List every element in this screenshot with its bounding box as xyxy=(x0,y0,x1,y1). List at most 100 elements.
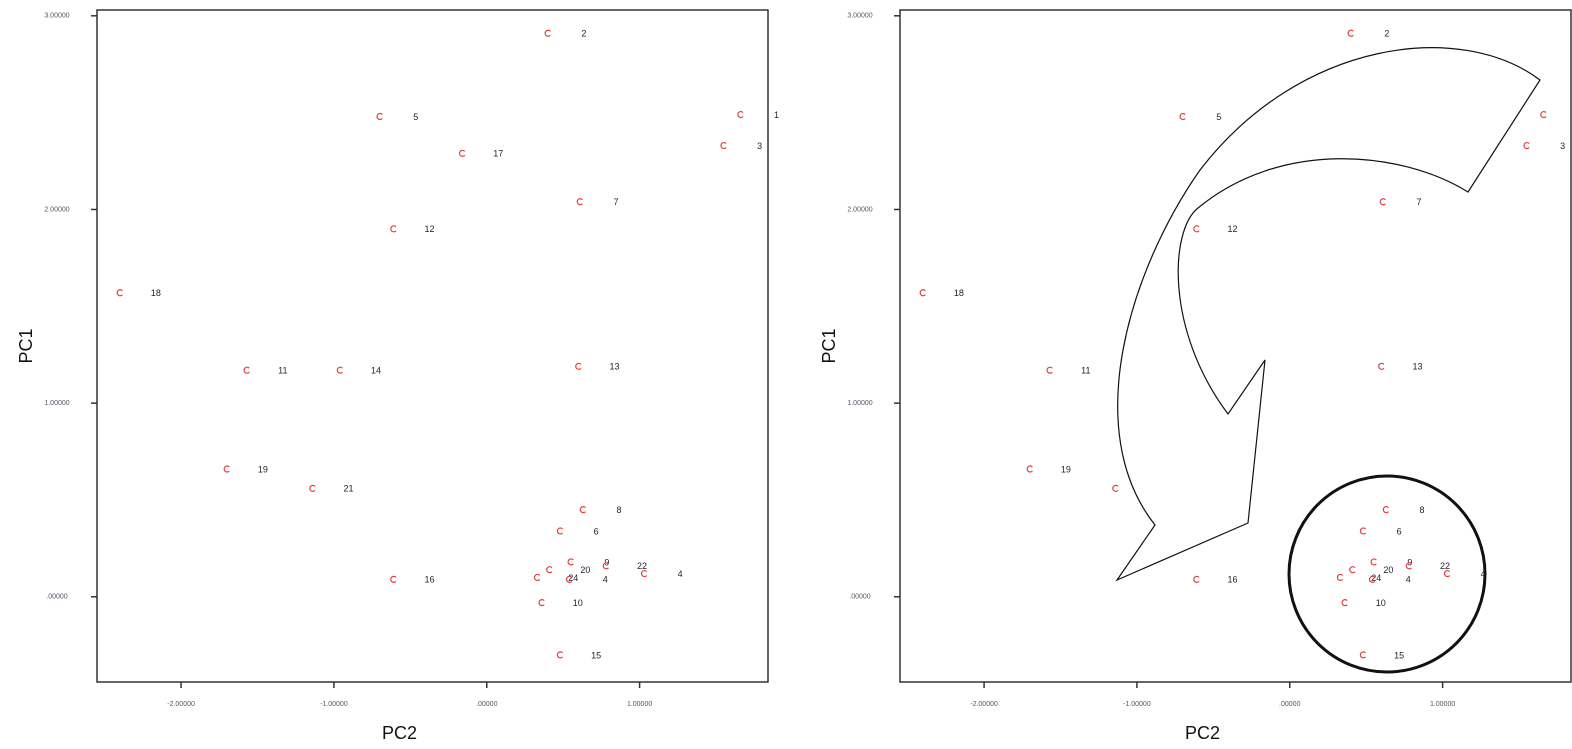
point-label: 7 xyxy=(613,197,618,207)
plot-frame xyxy=(899,9,1572,683)
x-tick-label: -1.00000 xyxy=(320,701,348,708)
point xyxy=(116,289,123,297)
point xyxy=(1193,575,1200,583)
point-label: 18 xyxy=(954,288,964,298)
x-tick-label: .00000 xyxy=(1279,701,1301,708)
point-label: 1 xyxy=(774,110,779,120)
point xyxy=(538,599,545,607)
point xyxy=(390,575,397,583)
point xyxy=(1046,366,1053,374)
point-label: 3 xyxy=(757,141,762,151)
point-label: 24 xyxy=(568,573,578,583)
point xyxy=(1336,573,1344,582)
point xyxy=(1443,569,1451,578)
point xyxy=(1359,527,1367,535)
point xyxy=(737,110,744,119)
x-axis-title: PC2 xyxy=(382,723,417,743)
point-label: 8 xyxy=(617,505,622,515)
point-label: 16 xyxy=(1228,575,1238,585)
point xyxy=(459,149,466,157)
point xyxy=(720,141,727,150)
point xyxy=(223,465,230,473)
point-label: 14 xyxy=(371,366,381,376)
point xyxy=(1379,198,1386,206)
point xyxy=(1378,362,1385,370)
point-label: 2 xyxy=(581,29,586,39)
point-label: 10 xyxy=(573,598,583,608)
highlight-circle xyxy=(1287,474,1487,674)
point-label: 21 xyxy=(344,484,354,494)
point-label: 15 xyxy=(591,650,601,660)
point xyxy=(1369,575,1376,583)
point-label: 6 xyxy=(1397,526,1402,536)
point xyxy=(1382,506,1389,514)
point xyxy=(1349,566,1356,574)
point-label: 24 xyxy=(1371,573,1381,583)
y-axis-title: PC1 xyxy=(819,328,839,363)
point-label: 12 xyxy=(425,224,435,234)
y-tick-label: 2.00000 xyxy=(847,206,872,213)
point xyxy=(1405,562,1412,570)
point xyxy=(376,112,383,121)
point xyxy=(1523,141,1530,150)
point-label: 13 xyxy=(1412,362,1422,372)
x-tick-label: 1.00000 xyxy=(1430,701,1455,708)
point-label: 18 xyxy=(151,288,161,298)
point xyxy=(556,527,564,535)
point-label: 22 xyxy=(1440,561,1450,571)
point-label: 11 xyxy=(278,366,287,376)
y-tick-label: 1.00000 xyxy=(44,400,69,407)
x-tick-label: .00000 xyxy=(476,701,498,708)
y-tick-label: 3.00000 xyxy=(44,13,69,20)
point xyxy=(556,651,564,659)
point xyxy=(390,225,397,233)
point xyxy=(1026,465,1033,473)
y-tick-label: 3.00000 xyxy=(847,13,872,20)
plot-frame xyxy=(96,9,769,683)
y-tick-label: 2.00000 xyxy=(44,206,69,213)
point-label: 5 xyxy=(1216,112,1221,122)
point-label: 20 xyxy=(1383,565,1393,575)
y-tick-label: 1.00000 xyxy=(847,400,872,407)
x-tick-label: 1.00000 xyxy=(627,701,652,708)
point-label: 15 xyxy=(1394,650,1404,660)
point xyxy=(566,575,573,583)
x-tick-label: -2.00000 xyxy=(970,701,998,708)
y-tick-label: .00000 xyxy=(46,594,68,601)
point xyxy=(1370,558,1377,566)
point xyxy=(243,366,250,374)
point-label: 2 xyxy=(1384,29,1389,39)
point xyxy=(919,289,926,297)
point-label: 6 xyxy=(594,526,599,536)
point-label: 11 xyxy=(1081,366,1090,376)
point xyxy=(575,362,582,370)
point-label: 19 xyxy=(1061,464,1071,474)
point xyxy=(1341,599,1348,607)
point-label: 10 xyxy=(1376,598,1386,608)
point-label: 4 xyxy=(603,575,608,585)
point xyxy=(1193,225,1200,233)
point-label: 4 xyxy=(1481,569,1486,579)
point xyxy=(602,562,609,570)
point-label: 12 xyxy=(1228,224,1238,234)
y-axis-title: PC1 xyxy=(16,328,36,363)
point xyxy=(1179,112,1186,121)
point xyxy=(1347,29,1354,37)
point xyxy=(567,558,574,566)
point xyxy=(544,29,551,37)
point xyxy=(1540,110,1547,119)
x-axis-title: PC2 xyxy=(1185,723,1220,743)
point xyxy=(579,506,587,514)
point xyxy=(1359,651,1367,659)
x-tick-label: -1.00000 xyxy=(1123,701,1151,708)
point-label: 8 xyxy=(1420,505,1425,515)
point-label: 4 xyxy=(1406,575,1411,585)
point xyxy=(336,366,343,374)
point-label: 20 xyxy=(580,565,590,575)
y-tick-label: .00000 xyxy=(849,594,871,601)
point xyxy=(640,569,648,578)
point xyxy=(309,484,316,492)
point-label: 17 xyxy=(493,149,503,159)
point-label: 19 xyxy=(258,464,268,474)
